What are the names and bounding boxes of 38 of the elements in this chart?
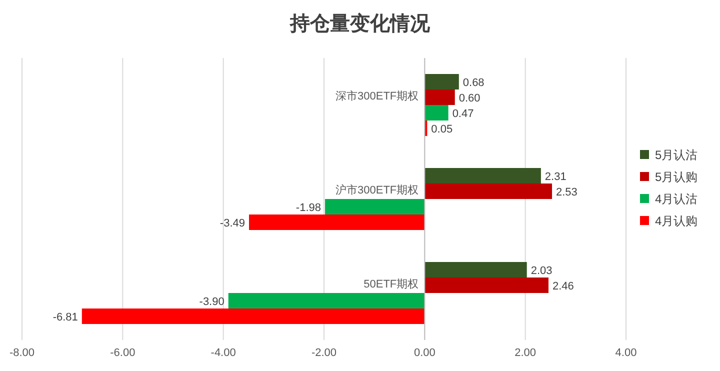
x-tick-label: 2.00 xyxy=(514,347,536,359)
bar xyxy=(424,105,448,120)
bar xyxy=(424,74,459,90)
bar xyxy=(424,184,552,199)
data-label: 2.46 xyxy=(552,280,574,292)
bar xyxy=(424,278,548,293)
data-label: -1.98 xyxy=(296,202,322,214)
data-label: 2.03 xyxy=(530,264,552,277)
x-tick-label: -8.00 xyxy=(9,347,35,359)
bar xyxy=(249,214,425,230)
data-label: -3.49 xyxy=(220,217,246,230)
x-tick-label: -2.00 xyxy=(311,347,337,359)
data-label: 0.60 xyxy=(458,92,480,104)
x-tick-label: 0.00 xyxy=(414,347,436,359)
y-tick-label: 沪市300ETF期权 xyxy=(336,184,419,197)
x-tick-label: -4.00 xyxy=(210,347,236,359)
bar xyxy=(424,168,541,184)
legend-label: 5月认沽 xyxy=(655,148,698,162)
x-tick-label: 4.00 xyxy=(615,347,637,359)
data-label: 0.68 xyxy=(462,76,484,89)
legend-label: 5月认购 xyxy=(655,170,698,184)
data-label: 0.47 xyxy=(452,108,474,120)
bar xyxy=(82,308,425,324)
data-label: -3.90 xyxy=(199,296,224,308)
bar xyxy=(424,90,455,105)
bar xyxy=(228,293,425,308)
legend-label: 4月认购 xyxy=(655,214,698,228)
data-label: 0.05 xyxy=(431,123,453,136)
data-label: 2.31 xyxy=(544,170,566,183)
x-tick-label: -6.00 xyxy=(110,347,136,359)
bar xyxy=(325,199,425,214)
legend-label: 4月认沽 xyxy=(655,192,698,206)
bar xyxy=(424,262,527,278)
y-tick-label: 50ETF期权 xyxy=(364,278,419,291)
data-label: 2.53 xyxy=(556,186,578,198)
chart-title: 持仓量变化情况 xyxy=(289,12,431,35)
y-tick-label: 深市300ETF期权 xyxy=(336,90,419,103)
data-label: -6.81 xyxy=(52,311,78,324)
